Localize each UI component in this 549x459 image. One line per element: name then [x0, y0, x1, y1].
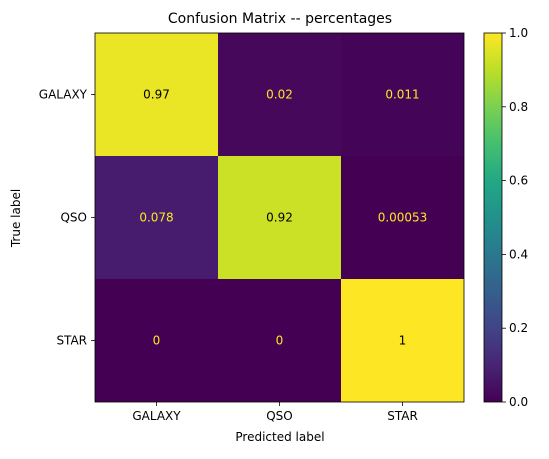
y-axis-label: True label — [9, 189, 23, 248]
colorbar-tick-label: 0.4 — [509, 247, 528, 261]
x-tick-label: QSO — [266, 409, 293, 423]
colorbar-tick-label: 0.6 — [509, 174, 528, 188]
colorbar-tick-label: 0.0 — [509, 395, 528, 409]
x-tick-label: STAR — [387, 409, 418, 423]
colorbar-tick-label: 1.0 — [509, 26, 528, 40]
cell-value-label: 0 — [153, 334, 161, 348]
y-tick-label: GALAXY — [39, 88, 88, 102]
cell-value-label: 0.011 — [385, 88, 419, 102]
cell-value-label: 0.078 — [139, 211, 173, 225]
y-axis: GALAXY QSO STAR — [39, 88, 95, 348]
x-axis-label: Predicted label — [235, 430, 324, 444]
y-tick-label: STAR — [56, 334, 87, 348]
x-tick-label: GALAXY — [132, 409, 181, 423]
colorbar — [484, 33, 502, 402]
cell-value-label: 0.92 — [266, 211, 293, 225]
colorbar-axis: 0.0 0.2 0.4 0.6 0.8 1.0 — [502, 26, 528, 409]
colorbar-tick-label: 0.2 — [509, 321, 528, 335]
chart-title: Confusion Matrix -- percentages — [168, 11, 392, 27]
cell-value-label: 1 — [399, 334, 407, 348]
cell-value-label: 0.00053 — [378, 211, 428, 225]
cell-value-label: 0.97 — [143, 88, 170, 102]
y-tick-label: QSO — [60, 211, 87, 225]
cell-value-label: 0.02 — [266, 88, 293, 102]
colorbar-tick-label: 0.8 — [509, 100, 528, 114]
x-axis: GALAXY QSO STAR — [132, 402, 417, 423]
cell-value-label: 0 — [276, 334, 284, 348]
